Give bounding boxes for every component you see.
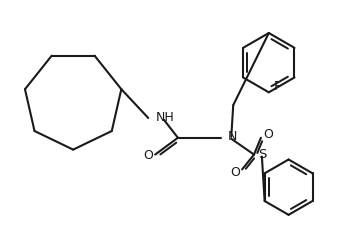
Text: O: O	[143, 149, 153, 162]
Text: O: O	[263, 128, 273, 141]
Text: N: N	[227, 130, 237, 143]
Text: F: F	[274, 80, 281, 93]
Text: NH: NH	[156, 110, 175, 124]
Text: S: S	[258, 148, 266, 161]
Text: O: O	[230, 166, 240, 179]
